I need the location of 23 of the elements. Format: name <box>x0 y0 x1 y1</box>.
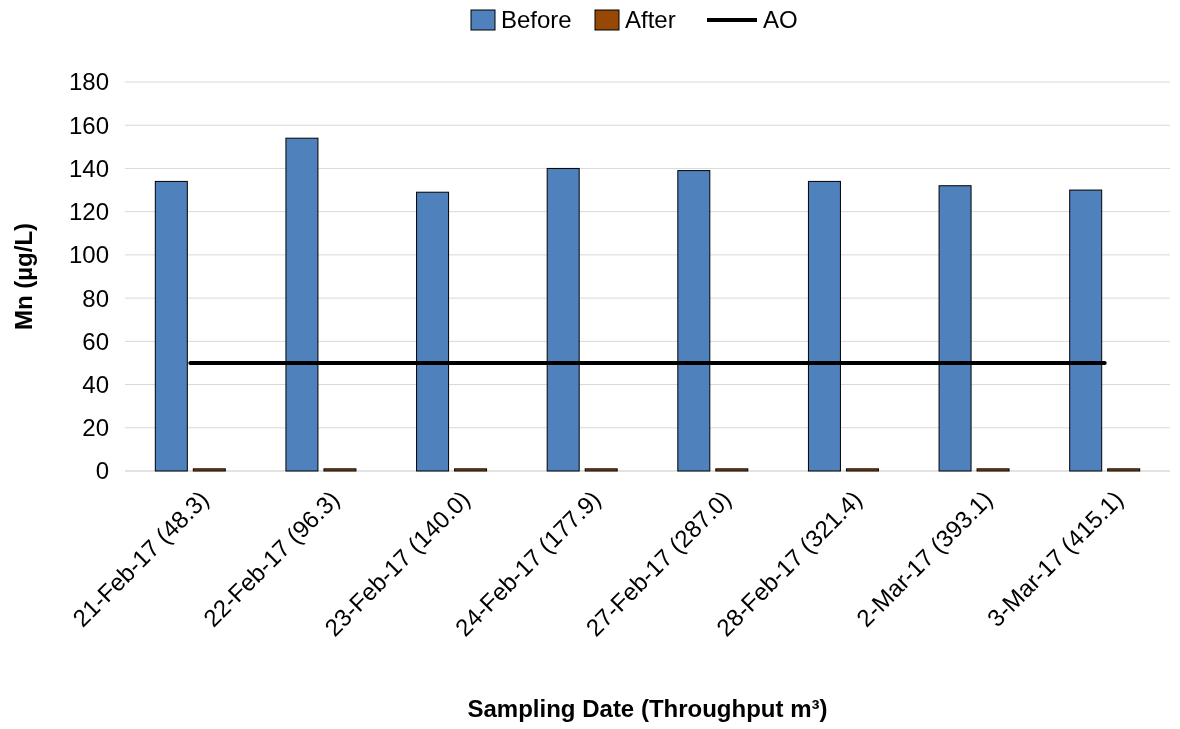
legend-label: After <box>625 6 676 34</box>
y-tick-label: 0 <box>95 457 109 485</box>
y-tick-label: 120 <box>68 198 109 226</box>
y-tick-label: 100 <box>68 241 109 269</box>
y-tick-label: 40 <box>82 370 109 398</box>
bar <box>1107 468 1141 472</box>
bar <box>192 468 226 472</box>
x-axis-title: Sampling Date (Throughput m³) <box>467 695 828 722</box>
legend-label: AO <box>763 6 798 34</box>
bar <box>976 468 1010 472</box>
bar <box>845 468 879 472</box>
bar <box>715 468 749 472</box>
y-tick-label: 80 <box>82 284 109 312</box>
y-tick-label: 160 <box>68 111 109 139</box>
y-tick-label: 180 <box>68 68 109 96</box>
y-axis-title: Mn (µg/L) <box>10 222 37 331</box>
bar <box>323 468 357 472</box>
bar <box>454 468 488 472</box>
y-tick-label: 140 <box>68 154 109 182</box>
y-tick-label: 20 <box>82 414 109 442</box>
y-tick-label: 60 <box>82 327 109 355</box>
bar <box>584 468 618 472</box>
legend-label: Before <box>501 6 572 34</box>
